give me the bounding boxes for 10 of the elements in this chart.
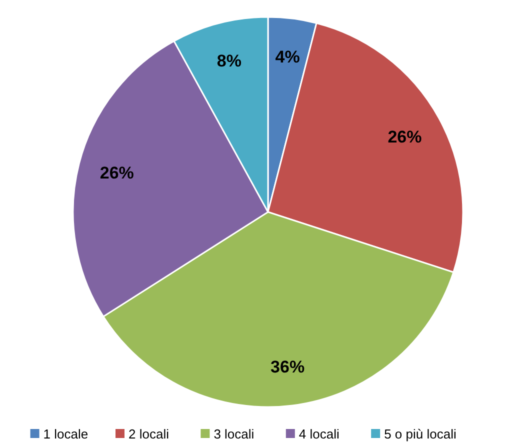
legend-label: 1 locale [43, 426, 88, 442]
data-label: 8% [216, 51, 242, 70]
legend-label: 4 locali [298, 426, 340, 442]
data-label: 36% [270, 357, 305, 376]
legend-label: 3 locali [214, 426, 254, 442]
data-label: 26% [388, 127, 422, 146]
legend-label: 5 o più locali [384, 426, 456, 442]
data-label: 4% [275, 48, 300, 67]
data-label: 26% [100, 164, 134, 183]
legend-label: 2 locali [128, 426, 170, 442]
